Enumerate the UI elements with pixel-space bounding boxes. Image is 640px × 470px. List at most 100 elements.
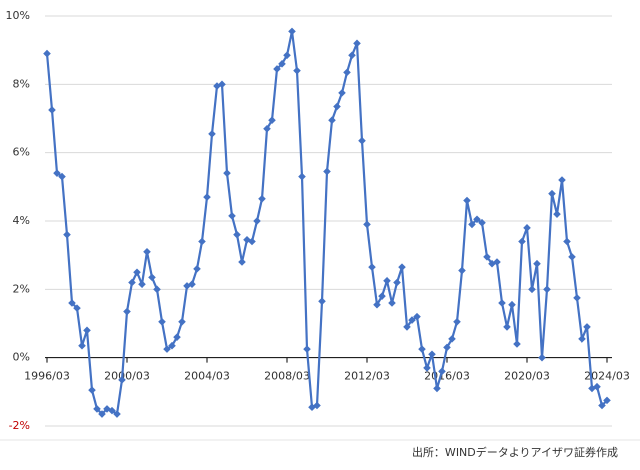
data-point	[528, 285, 536, 294]
data-point	[238, 258, 246, 266]
data-point	[193, 265, 201, 273]
data-point	[543, 285, 551, 294]
x-tick-label: 2020/03	[504, 370, 550, 383]
data-point	[348, 51, 356, 60]
data-point	[448, 335, 456, 343]
data-point	[148, 273, 156, 282]
data-point	[93, 405, 101, 413]
data-point	[568, 253, 576, 261]
data-point	[268, 116, 276, 125]
data-point	[563, 237, 571, 246]
data-point	[598, 401, 606, 410]
data-point	[533, 259, 541, 268]
data-point	[493, 258, 501, 266]
x-tick-label: 2004/03	[184, 370, 230, 383]
data-point	[53, 169, 61, 177]
data-point	[523, 224, 531, 232]
data-point	[48, 106, 56, 114]
data-point	[428, 350, 436, 359]
data-point	[373, 300, 381, 309]
data-point	[388, 299, 396, 307]
data-point	[508, 300, 516, 309]
data-point	[438, 367, 446, 376]
data-point	[488, 259, 496, 268]
data-point	[443, 343, 451, 352]
data-point	[128, 278, 136, 287]
data-point	[433, 384, 441, 393]
data-point	[573, 294, 581, 302]
data-point	[293, 66, 301, 75]
data-point	[188, 280, 196, 289]
data-point	[228, 212, 236, 220]
data-point	[248, 237, 256, 246]
data-point	[283, 51, 291, 60]
data-point	[108, 406, 116, 415]
data-point	[123, 307, 131, 316]
data-point	[258, 194, 266, 203]
data-point	[518, 237, 526, 246]
data-point	[558, 176, 566, 184]
data-point	[423, 364, 431, 372]
data-point	[343, 68, 351, 77]
y-tick-label: 4%	[13, 214, 30, 227]
data-point	[198, 237, 206, 246]
data-point	[138, 280, 146, 289]
data-point	[208, 130, 216, 138]
data-point	[308, 403, 316, 412]
data-point	[278, 60, 286, 68]
data-point	[513, 340, 521, 348]
data-point	[263, 124, 271, 133]
y-tick-label: 10%	[6, 9, 30, 22]
y-tick-label: 8%	[13, 77, 30, 90]
y-tick-label: 0%	[13, 351, 30, 364]
data-point	[223, 169, 231, 177]
data-point	[298, 172, 306, 181]
x-tick-label: 2008/03	[264, 370, 310, 383]
data-point	[163, 345, 171, 353]
data-point	[143, 247, 151, 256]
data-point	[463, 196, 471, 205]
data-point	[313, 401, 321, 410]
data-point	[168, 341, 176, 350]
data-point	[393, 278, 401, 287]
data-point	[353, 39, 361, 48]
x-tick-label: 2016/03	[424, 370, 470, 383]
data-point	[233, 230, 241, 239]
data-point	[473, 215, 481, 224]
data-point	[548, 189, 556, 198]
data-point	[118, 376, 126, 384]
data-point	[133, 268, 141, 277]
source-note: 出所：WINDデータよりアイザワ証券作成	[412, 445, 618, 459]
data-point	[583, 323, 591, 331]
data-point	[288, 27, 296, 36]
data-line	[45, 31, 608, 416]
data-point	[383, 276, 391, 285]
data-point	[158, 317, 166, 326]
data-point	[323, 167, 331, 176]
data-point	[398, 263, 406, 271]
y-tick-label: -2%	[9, 419, 30, 432]
data-point	[338, 89, 346, 97]
data-point	[68, 299, 76, 307]
data-point	[553, 210, 561, 218]
data-point	[253, 217, 261, 225]
data-point	[468, 220, 476, 229]
data-point	[483, 253, 491, 261]
data-point	[588, 384, 596, 393]
y-tick-label: 2%	[13, 282, 30, 295]
data-point	[603, 396, 611, 405]
data-point	[498, 299, 506, 307]
data-point	[63, 230, 71, 239]
data-point	[43, 49, 51, 58]
data-point	[538, 353, 546, 362]
data-point	[273, 65, 281, 73]
data-point	[458, 266, 466, 275]
data-point	[178, 317, 186, 326]
data-point	[73, 304, 81, 312]
data-point	[88, 386, 96, 394]
data-point	[218, 80, 226, 89]
data-point	[478, 218, 486, 227]
data-point	[503, 323, 511, 331]
data-point	[363, 220, 371, 229]
